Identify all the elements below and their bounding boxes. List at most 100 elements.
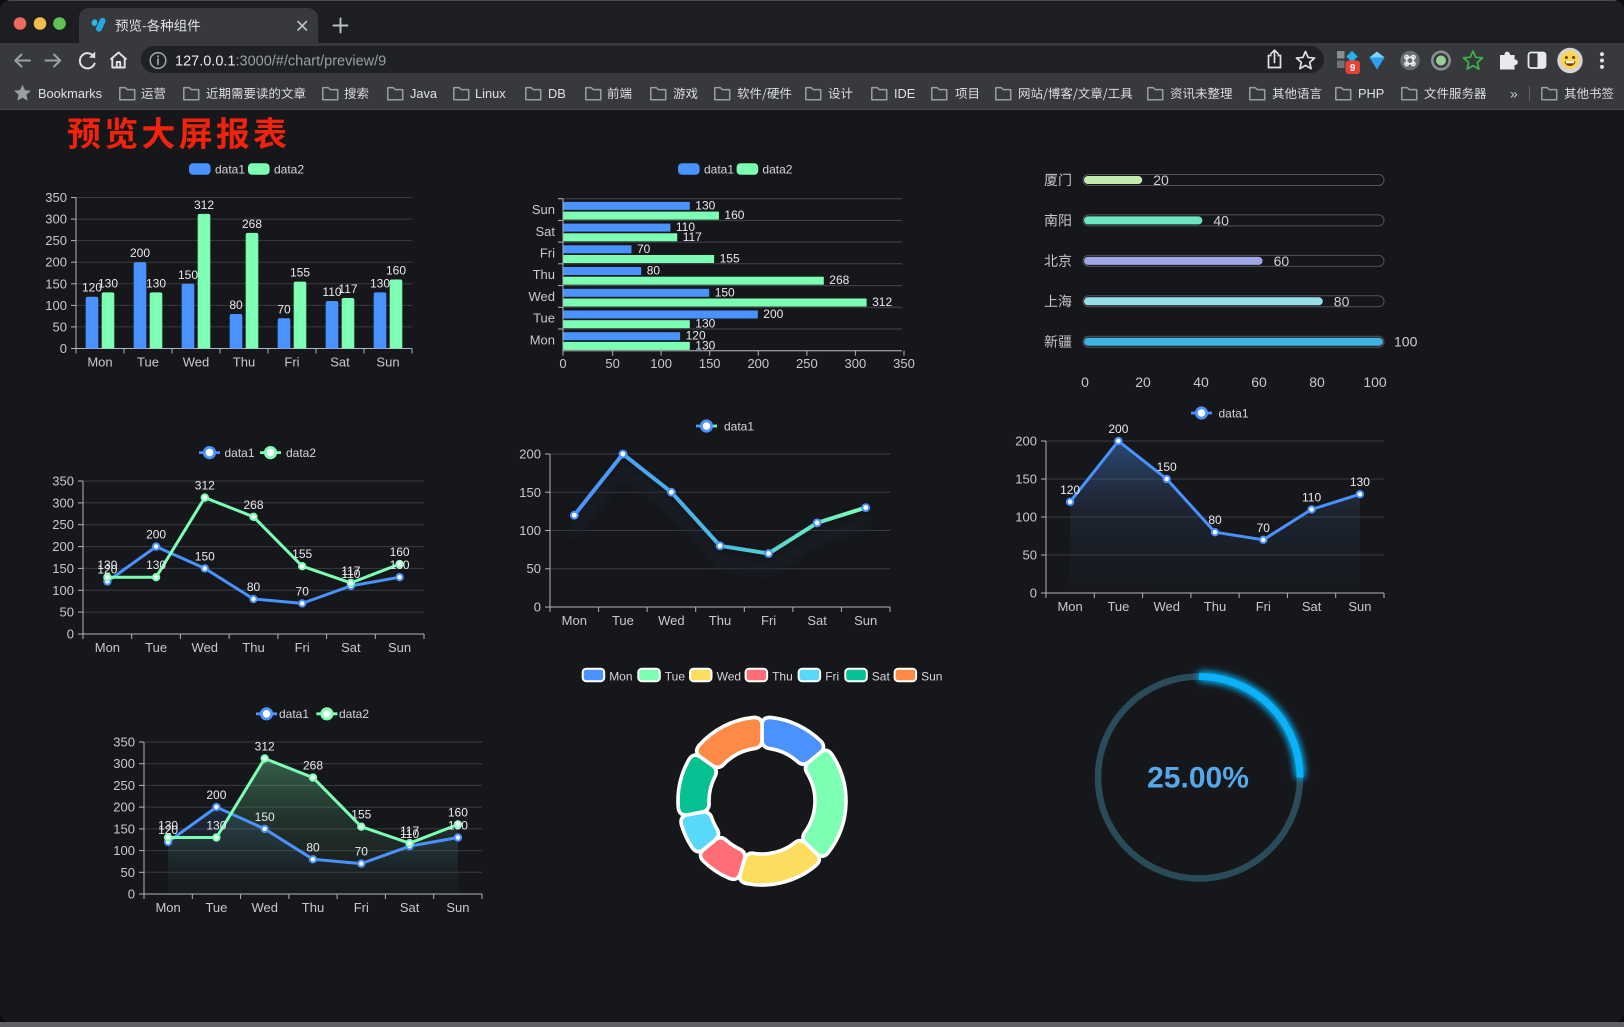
svg-text:50: 50	[605, 356, 619, 371]
svg-text:50: 50	[121, 865, 135, 880]
svg-text:IDE: IDE	[894, 86, 915, 101]
svg-text:120: 120	[686, 329, 706, 343]
svg-text:300: 300	[113, 756, 135, 771]
svg-text:130: 130	[448, 819, 468, 833]
svg-text:Tue: Tue	[612, 613, 634, 628]
svg-text:Java: Java	[410, 86, 438, 101]
svg-text:100: 100	[650, 356, 672, 371]
svg-text:Sun: Sun	[921, 669, 942, 683]
svg-text:Fri: Fri	[825, 669, 839, 683]
svg-text:data2: data2	[762, 162, 792, 176]
svg-text:50: 50	[60, 605, 74, 620]
svg-text:100: 100	[45, 298, 67, 313]
svg-text:200: 200	[146, 528, 166, 542]
svg-text:300: 300	[45, 212, 67, 227]
svg-text:Wed: Wed	[1153, 599, 1180, 614]
svg-text:70: 70	[355, 845, 369, 859]
svg-text:Thu: Thu	[242, 640, 264, 655]
svg-text:130: 130	[98, 276, 118, 290]
svg-text:100: 100	[519, 523, 541, 538]
svg-text:data1: data1	[724, 419, 754, 433]
svg-text:130: 130	[97, 558, 117, 572]
svg-text:150: 150	[255, 810, 275, 824]
svg-text:Mon: Mon	[155, 900, 180, 915]
svg-text:40: 40	[1213, 212, 1229, 228]
svg-text:117: 117	[400, 824, 419, 838]
svg-text:data1: data1	[704, 162, 734, 176]
svg-text:100: 100	[1394, 334, 1418, 350]
svg-text:Thu: Thu	[772, 669, 793, 683]
svg-text:120: 120	[97, 563, 117, 577]
svg-text:155: 155	[292, 547, 312, 561]
svg-text:data1: data1	[215, 162, 245, 176]
svg-text:250: 250	[52, 517, 74, 532]
svg-text:70: 70	[637, 242, 651, 256]
svg-text:Thu: Thu	[533, 267, 555, 282]
svg-text:Tue: Tue	[1107, 599, 1129, 614]
svg-text:Sat: Sat	[341, 640, 361, 655]
svg-text:Mon: Mon	[562, 613, 587, 628]
svg-text:200: 200	[1108, 422, 1128, 436]
svg-text:155: 155	[290, 266, 310, 280]
svg-text:data1: data1	[279, 707, 309, 721]
svg-text:data1: data1	[225, 446, 255, 460]
svg-text:150: 150	[178, 268, 198, 282]
svg-text:268: 268	[243, 498, 263, 512]
svg-text:80: 80	[229, 298, 243, 312]
svg-text:Wed: Wed	[658, 613, 685, 628]
svg-text:150: 150	[195, 549, 215, 563]
svg-text:Fri: Fri	[540, 246, 555, 261]
svg-text:160: 160	[390, 545, 410, 559]
svg-text:Sun: Sun	[388, 640, 411, 655]
svg-text:150: 150	[1015, 472, 1037, 487]
svg-text:150: 150	[715, 285, 735, 299]
svg-text:Sat: Sat	[330, 355, 350, 370]
svg-text:Mon: Mon	[95, 640, 120, 655]
svg-text:80: 80	[247, 580, 261, 594]
svg-text:DB: DB	[548, 86, 566, 101]
svg-text:130: 130	[695, 317, 715, 331]
svg-text:312: 312	[872, 295, 892, 309]
svg-text:Tue: Tue	[533, 311, 555, 326]
svg-text:130: 130	[1350, 475, 1370, 489]
svg-text:150: 150	[113, 821, 135, 836]
svg-text:Wed: Wed	[529, 289, 556, 304]
svg-text:200: 200	[130, 246, 150, 260]
svg-text:Sun: Sun	[532, 202, 555, 217]
svg-text:PHP: PHP	[1358, 86, 1384, 101]
svg-text:80: 80	[306, 840, 320, 854]
svg-text:80: 80	[1334, 293, 1350, 309]
svg-text:268: 268	[303, 759, 323, 773]
svg-text:Sun: Sun	[376, 355, 399, 370]
svg-text:312: 312	[255, 740, 275, 754]
svg-text:150: 150	[45, 276, 67, 291]
svg-text:155: 155	[720, 252, 740, 266]
svg-text:200: 200	[113, 800, 135, 815]
svg-text:Sun: Sun	[854, 613, 877, 628]
svg-text:70: 70	[296, 584, 310, 598]
svg-text:50: 50	[53, 319, 67, 334]
svg-text:80: 80	[647, 264, 661, 278]
svg-text:0: 0	[128, 887, 135, 902]
svg-text:100: 100	[1015, 510, 1037, 525]
svg-text:Sun: Sun	[1348, 599, 1371, 614]
svg-text:160: 160	[386, 264, 406, 278]
svg-text:0: 0	[60, 341, 67, 356]
svg-text:Tue: Tue	[665, 669, 686, 683]
svg-text:250: 250	[45, 233, 67, 248]
svg-text:127.0.0.1:3000/#/chart/preview: 127.0.0.1:3000/#/chart/preview/9	[175, 54, 386, 70]
svg-text:110: 110	[322, 285, 341, 299]
svg-text:300: 300	[52, 495, 74, 510]
svg-text:Thu: Thu	[1204, 599, 1226, 614]
svg-text:312: 312	[195, 479, 215, 493]
svg-text:120: 120	[1060, 483, 1080, 497]
svg-text:»: »	[1510, 86, 1518, 102]
svg-text:0: 0	[67, 627, 74, 642]
svg-text:Bookmarks: Bookmarks	[38, 86, 102, 101]
svg-text:100: 100	[52, 583, 74, 598]
svg-text:150: 150	[519, 485, 541, 500]
svg-text:0: 0	[559, 356, 566, 371]
svg-text:150: 150	[52, 561, 74, 576]
svg-text:Fri: Fri	[761, 613, 776, 628]
svg-text:100: 100	[1363, 374, 1387, 390]
